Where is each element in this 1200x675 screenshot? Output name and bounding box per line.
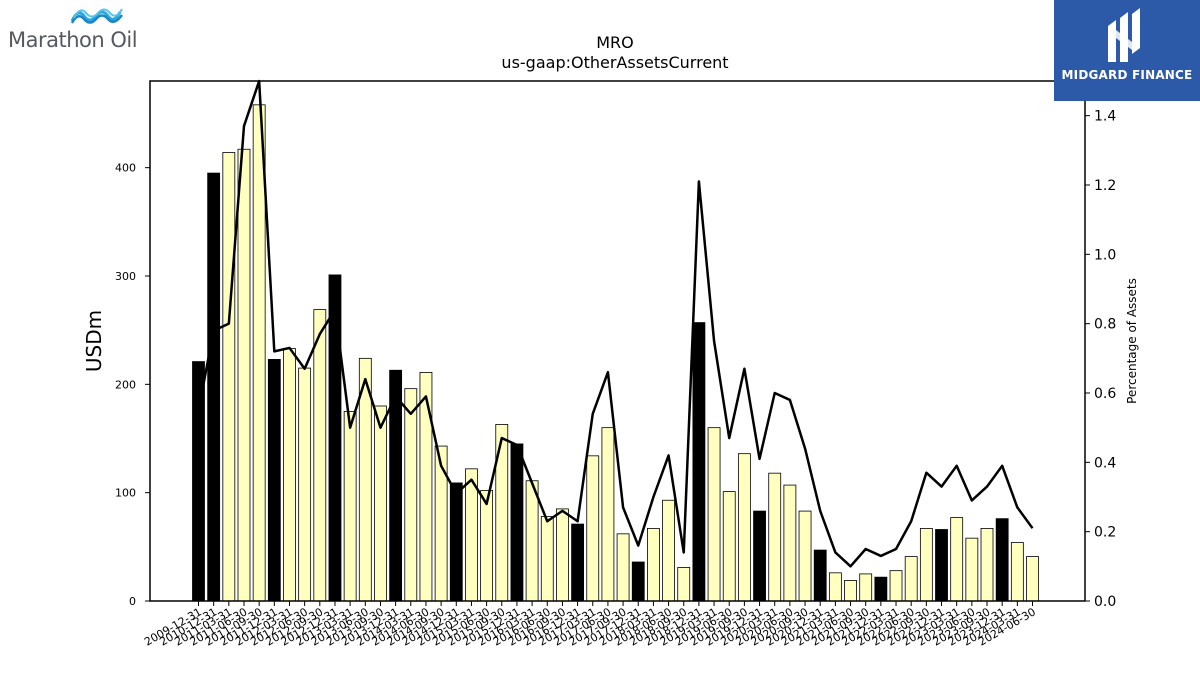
bar: [707, 427, 721, 602]
y2-tick-label: 1.0: [1094, 247, 1116, 263]
bar: [419, 372, 433, 602]
bar: [722, 491, 736, 602]
y2-tick-label: 0.2: [1094, 525, 1116, 541]
bar: [889, 570, 903, 602]
bar: [434, 445, 448, 602]
bar: [874, 576, 888, 602]
chart-title: MRO: [596, 33, 634, 52]
bar: [328, 274, 342, 602]
bar: [374, 405, 387, 602]
bar: [904, 556, 918, 602]
bar: [283, 348, 296, 602]
bar: [662, 499, 675, 602]
bar: [1026, 556, 1039, 602]
bar: [980, 528, 994, 602]
bar: [631, 561, 645, 602]
marathon-oil-logo: Marathon Oil: [6, 6, 156, 52]
bar: [525, 480, 539, 602]
bar: [859, 573, 873, 602]
bar: [222, 152, 236, 602]
bar: [935, 529, 948, 602]
bar: [343, 411, 357, 602]
y-tick-label: 200: [115, 378, 136, 391]
bar: [510, 443, 524, 602]
bar: [207, 172, 221, 602]
bar: [813, 549, 827, 602]
bar: [919, 528, 933, 602]
bar: [237, 148, 251, 602]
bar: [298, 367, 312, 602]
midgard-finance-logo: MIDGARD FINANCE: [1054, 0, 1200, 101]
bar: [828, 572, 842, 602]
line-series: [197, 79, 1034, 568]
bar: [480, 490, 494, 602]
bar: [844, 580, 857, 602]
bar: [540, 516, 554, 602]
bar: [556, 508, 569, 602]
bar: [449, 482, 463, 602]
bar: [404, 388, 418, 602]
bar: [798, 510, 812, 602]
bar: [192, 361, 205, 602]
bar: [950, 517, 964, 602]
y2-tick-label: 1.4: [1094, 109, 1116, 125]
bar: [995, 518, 1009, 602]
y-tick-label: 300: [115, 270, 136, 283]
bar: [601, 427, 615, 602]
bar: [267, 359, 281, 602]
bar: [753, 510, 766, 602]
marathon-oil-name: Marathon Oil: [8, 28, 138, 52]
bar: [252, 104, 266, 602]
bar: [677, 567, 691, 602]
y-tick-label: 0: [129, 595, 136, 608]
bar: [768, 472, 782, 602]
y2-axis-label: Percentage of Assets: [1125, 278, 1139, 404]
bar: [571, 523, 584, 602]
bar: [737, 453, 751, 602]
bar: [586, 455, 600, 602]
bar: [616, 533, 630, 602]
chart-subtitle: us-gaap:OtherAssetsCurrent: [501, 53, 728, 72]
bar: [965, 537, 979, 602]
bar: [313, 309, 327, 602]
y-tick-label: 400: [115, 162, 136, 175]
bar: [692, 322, 706, 602]
bar: [783, 484, 797, 602]
marathon-wave-icon: [70, 8, 124, 24]
midgard-m-icon: [1108, 8, 1140, 62]
y-axis-label: USDm: [82, 310, 106, 372]
bar: [647, 528, 660, 602]
y2-tick-label: 0.4: [1094, 455, 1116, 471]
bar: [1010, 542, 1024, 602]
y2-tick-label: 1.2: [1094, 178, 1116, 194]
y2-tick-label: 0.0: [1094, 594, 1116, 610]
plot-frame: [149, 80, 1086, 602]
midgard-finance-name: MIDGARD FINANCE: [1061, 68, 1193, 82]
y-tick-label: 100: [115, 487, 136, 500]
y2-tick-label: 0.6: [1094, 386, 1116, 402]
y2-tick-label: 0.8: [1094, 317, 1116, 333]
